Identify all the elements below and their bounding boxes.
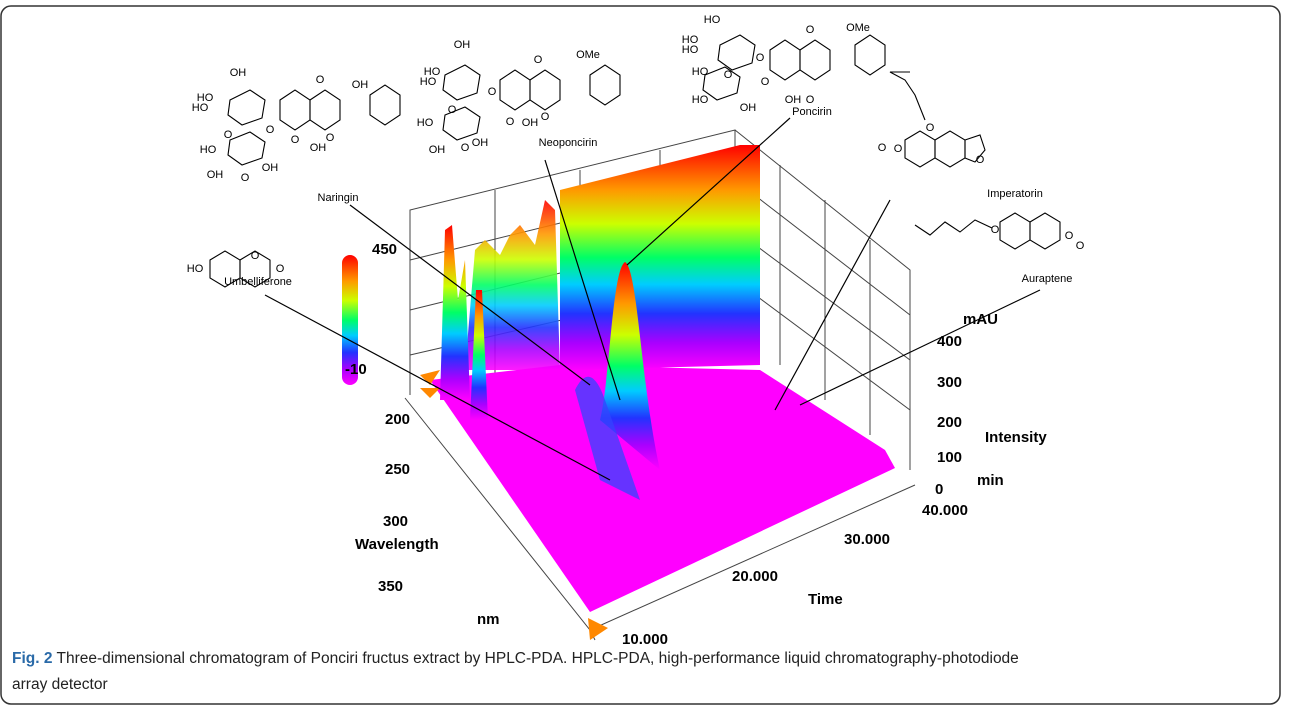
intensity-tick: 100	[937, 449, 962, 466]
atom-label: OMe	[576, 49, 600, 61]
surface-floor	[430, 365, 895, 612]
atom-label: O	[1065, 230, 1074, 242]
atom-label: O	[266, 124, 275, 136]
peak-spike	[440, 225, 470, 400]
atom-label: O	[991, 224, 1000, 236]
atom-label: O	[291, 134, 300, 146]
atom-label: HO	[192, 102, 209, 114]
atom-label: HO	[692, 66, 709, 78]
axis-unit: min	[977, 472, 1004, 489]
atom-label: HO	[417, 117, 434, 129]
atom-label: O	[1076, 240, 1085, 252]
atom-label: OH	[454, 39, 471, 51]
atom-label: O	[761, 76, 770, 88]
atom-label: O	[488, 86, 497, 98]
time-tick: 40.000	[922, 502, 968, 519]
wavelength-tick: 200	[385, 411, 410, 428]
marker	[588, 618, 608, 640]
atom-label: OH	[740, 102, 757, 114]
axis-title: Time	[808, 591, 843, 608]
atom-label: O	[448, 104, 457, 116]
atom-label: HO	[187, 263, 204, 275]
atom-label: O	[251, 250, 260, 262]
atom-label: O	[878, 142, 887, 154]
atom-label: O	[926, 122, 935, 134]
intensity-tick: 400	[937, 333, 962, 350]
atom-label: O	[894, 143, 903, 155]
atom-label: OH	[429, 144, 446, 156]
atom-label: OH	[522, 117, 539, 129]
peak-label: Neoponcirin	[539, 137, 598, 149]
marker	[420, 388, 440, 398]
wavelength-tick: 300	[383, 513, 408, 530]
atom-label: OH	[785, 94, 802, 106]
intensity-tick: 300	[937, 374, 962, 391]
atom-label: O	[241, 172, 250, 184]
caption-text: Three-dimensional chromatogram of Poncir…	[57, 650, 1019, 667]
caption-label: Fig. 2	[12, 650, 52, 667]
atom-label: O	[806, 24, 815, 36]
atom-label: O	[326, 132, 335, 144]
caption: Fig. 2 Three-dimensional chromatogram of…	[12, 646, 1272, 698]
peak-label: Auraptene	[1022, 273, 1073, 285]
surface-wall	[560, 145, 760, 370]
atom-label: O	[724, 69, 733, 81]
caption-text: array detector	[12, 676, 108, 693]
color-scale-max: 450	[372, 241, 397, 258]
atom-label: OH	[352, 79, 369, 91]
atom-label: O	[506, 116, 515, 128]
atom-label: HO	[682, 44, 699, 56]
peak-label: Umbelliferone	[224, 276, 292, 288]
atom-label: OH	[310, 142, 327, 154]
atom-label: O	[316, 74, 325, 86]
atom-label: O	[461, 142, 470, 154]
atom-label: OH	[262, 162, 279, 174]
axis-unit: nm	[477, 611, 500, 628]
atom-label: O	[976, 154, 985, 166]
atom-label: HO	[200, 144, 217, 156]
atom-label: HO	[692, 94, 709, 106]
atom-label: HO	[704, 14, 721, 26]
atom-label: O	[534, 54, 543, 66]
intensity-tick: 200	[937, 414, 962, 431]
atom-label: O	[806, 94, 815, 106]
color-scale-min: -10	[345, 361, 367, 378]
axis-title: Wavelength	[355, 536, 439, 553]
peak-label: Imperatorin	[987, 188, 1043, 200]
wavelength-tick: 350	[378, 578, 403, 595]
time-tick: 20.000	[732, 568, 778, 585]
atom-label: O	[276, 263, 285, 275]
atom-label: OMe	[846, 22, 870, 34]
figure: Umbelliferone Naringin Neoponcirin Poncirin…	[0, 0, 1292, 715]
figure-page: Umbelliferone Naringin Neoponcirin Poncirin…	[0, 0, 1292, 715]
atom-label: OH	[230, 67, 247, 79]
atom-label: O	[541, 111, 550, 123]
atom-label: HO	[420, 76, 437, 88]
atom-label: OH	[207, 169, 224, 181]
axis-title: Intensity	[985, 429, 1047, 446]
time-tick: 30.000	[844, 531, 890, 548]
atom-label: OH	[472, 137, 489, 149]
peak-label: Poncirin	[792, 106, 832, 118]
intensity-tick: 0	[935, 481, 943, 498]
atom-label: O	[224, 129, 233, 141]
atom-label: O	[756, 52, 765, 64]
axis-unit: mAU	[963, 311, 998, 328]
wavelength-tick: 250	[385, 461, 410, 478]
peak-label: Naringin	[318, 192, 359, 204]
